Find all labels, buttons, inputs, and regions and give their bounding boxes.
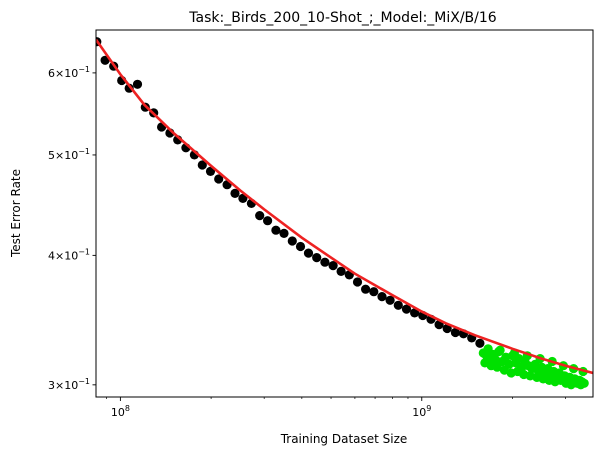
data-point (361, 284, 371, 294)
data-point (336, 266, 346, 276)
y-tick-label: 4×10−1 (48, 247, 90, 262)
data-point (492, 362, 502, 372)
data-point (279, 228, 289, 238)
x-axis-ticks: 108 109 (106, 397, 566, 419)
data-point (328, 261, 338, 271)
x-axis-label: Training Dataset Size (280, 432, 408, 446)
data-point (369, 287, 379, 297)
data-point (483, 344, 493, 354)
plot-frame (95, 29, 594, 398)
data-point (214, 174, 224, 184)
data-point (238, 193, 248, 203)
data-point (263, 216, 273, 226)
data-point (401, 304, 412, 314)
data-point (230, 188, 240, 198)
y-tick-label: 6×10−1 (48, 65, 90, 80)
data-point (312, 253, 322, 263)
data-point (197, 160, 207, 170)
data-point (352, 277, 363, 287)
data-point (255, 211, 265, 221)
series-layer (96, 37, 593, 390)
y-tick-label: 5×10−1 (48, 147, 90, 162)
data-point (132, 79, 143, 89)
y-axis-ticks: 6×10−1 5×10−1 4×10−1 3×10−1 (48, 65, 96, 392)
y-axis-label: Test Error Rate (9, 169, 23, 258)
data-point (410, 308, 420, 318)
data-point (475, 338, 485, 348)
data-point (320, 257, 330, 267)
data-point (303, 248, 314, 258)
y-tick-label: 3×10−1 (48, 377, 90, 392)
data-point (377, 292, 387, 302)
data-point (495, 345, 505, 355)
data-point (576, 380, 586, 390)
data-point (287, 236, 297, 246)
data-point (393, 300, 403, 310)
x-tick-label: 109 (412, 404, 431, 419)
chart-title: Task:_Birds_200_10-Shot_;_Model:_MiX/B/1… (188, 10, 496, 26)
data-point (295, 241, 306, 252)
data-point (271, 225, 281, 235)
fit-line (96, 38, 593, 375)
x-tick-label: 108 (111, 404, 130, 419)
data-point (385, 295, 395, 305)
data-point (205, 166, 216, 176)
data-point (450, 327, 460, 338)
